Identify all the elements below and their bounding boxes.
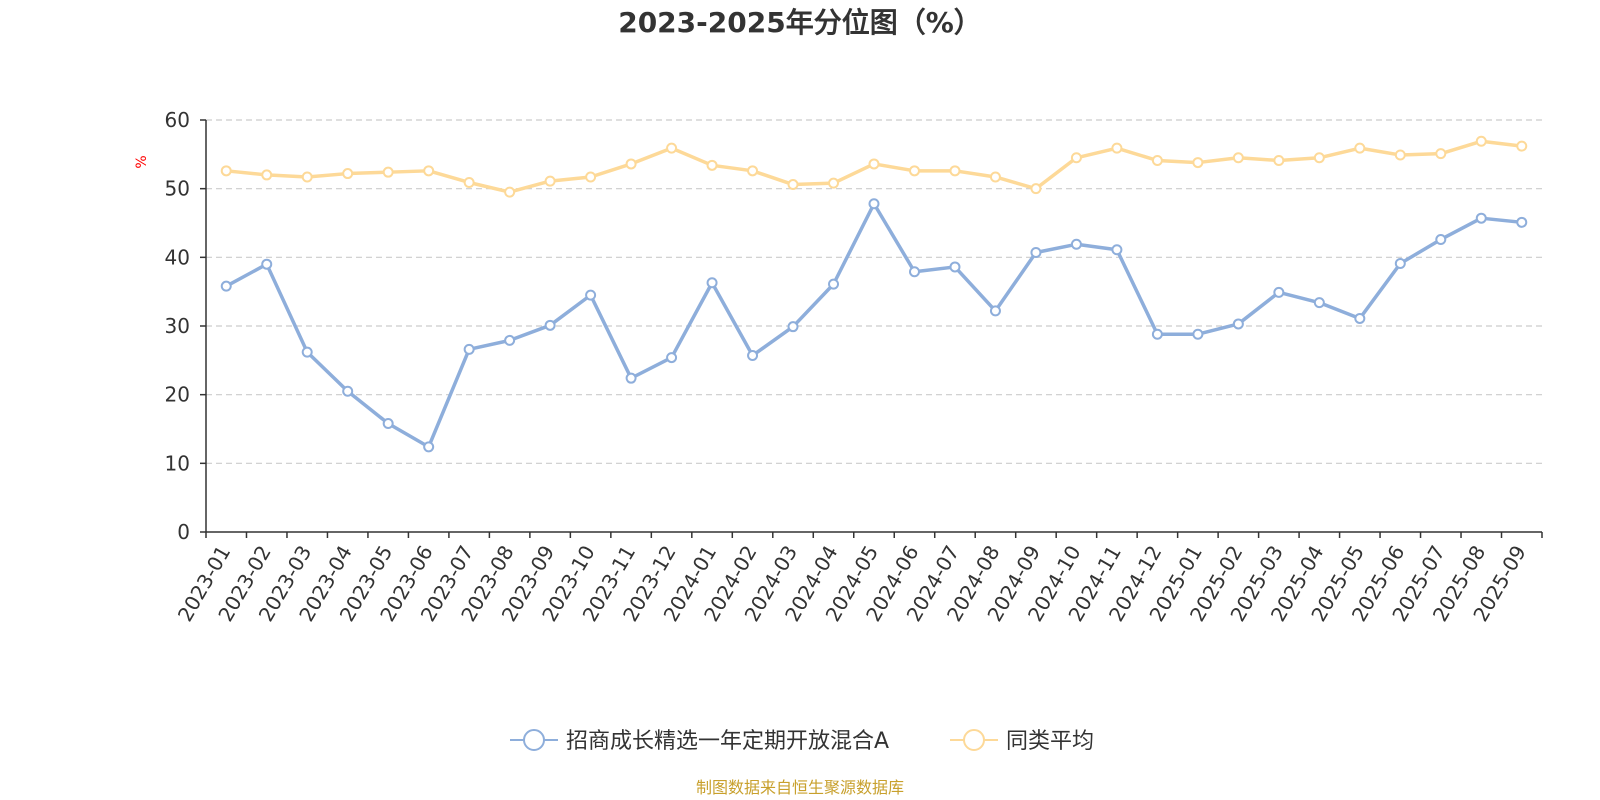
y-tick-label: 50 (165, 177, 190, 201)
data-point[interactable] (1435, 148, 1447, 160)
data-point[interactable] (666, 352, 678, 364)
data-point[interactable] (1111, 142, 1123, 154)
data-point[interactable] (261, 169, 273, 181)
data-point[interactable] (1354, 312, 1366, 324)
data-point[interactable] (706, 277, 718, 289)
series-line (225, 202, 1522, 449)
data-point[interactable] (1232, 152, 1244, 164)
data-point[interactable] (1394, 258, 1406, 270)
data-point[interactable] (504, 334, 516, 346)
data-point[interactable] (1192, 328, 1204, 340)
x-axis-ticks: 2023-012023-022023-032023-042023-052023-… (173, 532, 1543, 626)
y-tick-label: 20 (165, 383, 190, 407)
data-point[interactable] (828, 177, 840, 189)
data-point[interactable] (787, 321, 799, 333)
grid-lines (206, 119, 1542, 464)
data-point[interactable] (989, 171, 1001, 183)
legend-circle-icon (523, 729, 545, 751)
data-point[interactable] (301, 346, 313, 358)
data-point[interactable] (261, 258, 273, 270)
data-point[interactable] (828, 278, 840, 290)
data-point[interactable] (463, 176, 475, 188)
data-point[interactable] (1111, 244, 1123, 256)
data-point[interactable] (1516, 140, 1528, 152)
data-point[interactable] (949, 261, 961, 273)
series-peer-average (220, 135, 1528, 198)
data-point[interactable] (423, 165, 435, 177)
data-point[interactable] (1273, 286, 1285, 298)
chart-title: 2023-2025年分位图（%） (618, 6, 982, 39)
legend-item-peer-average[interactable]: 同类平均 (950, 729, 1094, 754)
data-point[interactable] (1516, 216, 1528, 228)
legend[interactable]: 招商成长精选一年定期开放混合A 同类平均 (510, 729, 1094, 754)
data-point[interactable] (342, 385, 354, 397)
y-tick-label: 30 (165, 314, 190, 338)
data-point[interactable] (1030, 183, 1042, 195)
data-point[interactable] (342, 168, 354, 180)
data-point[interactable] (382, 418, 394, 430)
y-tick-label: 0 (177, 520, 190, 544)
data-point[interactable] (625, 372, 637, 384)
data-point[interactable] (1313, 152, 1325, 164)
data-point[interactable] (544, 175, 556, 187)
data-point[interactable] (747, 350, 759, 362)
data-point[interactable] (382, 166, 394, 178)
data-point[interactable] (423, 441, 435, 453)
series-group (220, 135, 1528, 453)
data-point[interactable] (1070, 238, 1082, 250)
data-point[interactable] (585, 289, 597, 301)
data-point[interactable] (544, 319, 556, 331)
data-point[interactable] (301, 171, 313, 183)
data-point[interactable] (1273, 155, 1285, 167)
data-point[interactable] (220, 280, 232, 292)
data-point[interactable] (585, 171, 597, 183)
data-point[interactable] (666, 142, 678, 154)
data-point[interactable] (949, 165, 961, 177)
data-point[interactable] (868, 198, 880, 210)
data-point[interactable] (1354, 142, 1366, 154)
data-point[interactable] (1070, 152, 1082, 164)
data-point[interactable] (1435, 233, 1447, 245)
data-point[interactable] (747, 165, 759, 177)
data-point[interactable] (908, 165, 920, 177)
data-point[interactable] (1030, 247, 1042, 259)
data-point[interactable] (625, 158, 637, 170)
y-tick-label: 60 (165, 108, 190, 132)
data-point[interactable] (1475, 135, 1487, 147)
data-point[interactable] (1313, 297, 1325, 309)
data-point[interactable] (1151, 328, 1163, 340)
data-point[interactable] (220, 165, 232, 177)
data-point[interactable] (1151, 155, 1163, 167)
data-point[interactable] (989, 305, 1001, 317)
y-axis-label: % (134, 155, 150, 168)
data-point[interactable] (1192, 157, 1204, 169)
legend-item-fund[interactable]: 招商成长精选一年定期开放混合A (510, 729, 889, 754)
series-fund (220, 198, 1528, 453)
source-note: 制图数据来自恒生聚源数据库 (696, 778, 904, 797)
y-tick-label: 40 (165, 245, 190, 269)
data-point[interactable] (787, 179, 799, 191)
data-point[interactable] (504, 186, 516, 198)
data-point[interactable] (908, 266, 920, 278)
data-point[interactable] (1475, 212, 1487, 224)
legend-label: 同类平均 (1006, 729, 1094, 754)
data-point[interactable] (868, 158, 880, 170)
data-point[interactable] (706, 159, 718, 171)
data-point[interactable] (1394, 149, 1406, 161)
y-tick-label: 10 (165, 451, 190, 475)
legend-label: 招商成长精选一年定期开放混合A (566, 729, 889, 754)
legend-circle-icon (963, 729, 985, 751)
y-axis-ticks: 0 10 20 30 40 50 60 (165, 108, 206, 544)
data-point[interactable] (463, 343, 475, 355)
data-point[interactable] (1232, 318, 1244, 330)
